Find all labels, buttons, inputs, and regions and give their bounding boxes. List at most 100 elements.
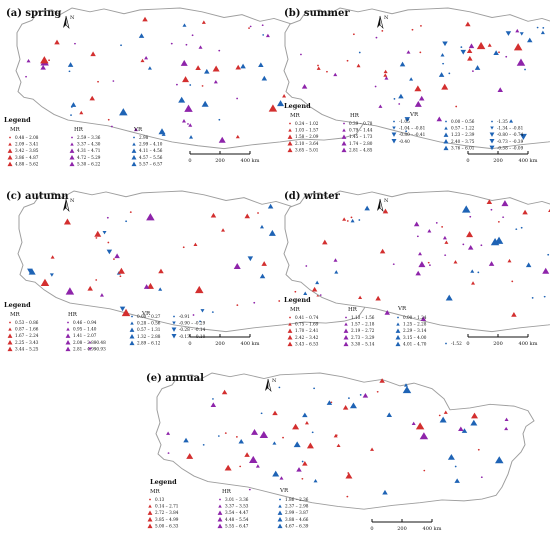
station-dot bbox=[235, 436, 238, 438]
scale-label: 200 bbox=[493, 158, 503, 164]
station-marker bbox=[414, 85, 422, 92]
station-dot bbox=[129, 211, 132, 213]
station-marker bbox=[515, 28, 520, 33]
station-marker bbox=[212, 65, 220, 72]
station-marker bbox=[476, 41, 486, 50]
legend-value: 1.25 – 2.28 bbox=[403, 322, 427, 327]
station-marker bbox=[440, 53, 445, 57]
legend-group-vr: VR bbox=[397, 306, 407, 312]
station-dot bbox=[167, 452, 170, 454]
station-marker bbox=[333, 258, 338, 262]
station-dot bbox=[313, 387, 316, 390]
station-dot bbox=[112, 80, 115, 82]
station-dot bbox=[411, 28, 414, 31]
legend-value: 0.57 – 1.22 bbox=[451, 126, 475, 131]
station-marker bbox=[87, 285, 93, 291]
station-marker bbox=[302, 461, 308, 466]
legend-symbol bbox=[491, 120, 493, 123]
station-marker bbox=[406, 50, 411, 54]
map-area bbox=[283, 7, 550, 150]
legend-group-mr: MR bbox=[10, 127, 21, 133]
station-dot bbox=[358, 219, 361, 221]
legend-value: 0.79 – 1.44 bbox=[349, 128, 373, 133]
north-arrow-icon bbox=[377, 15, 384, 29]
legend: Legend MR HR VR 0.41 – 0.74 0.75 – 1.691.70 –… bbox=[284, 296, 462, 346]
legend-symbol bbox=[65, 346, 71, 352]
legend-value: -0.28 – -0.14 bbox=[179, 327, 206, 332]
station-marker bbox=[293, 441, 301, 448]
station-dot bbox=[217, 435, 220, 437]
legend-value: 0.41 – 0.74 bbox=[295, 315, 319, 320]
station-dot bbox=[97, 80, 99, 83]
station-dot bbox=[472, 70, 474, 73]
station-dot bbox=[236, 304, 239, 307]
station-marker bbox=[133, 127, 138, 132]
station-marker bbox=[102, 230, 107, 235]
station-marker bbox=[195, 65, 201, 70]
legend-value: 2.09 – 3.41 bbox=[15, 142, 39, 147]
station-dot bbox=[201, 85, 204, 87]
legend-value: 3.88 – 4.66 bbox=[285, 517, 309, 522]
legend-value: 2.40 – 3.75 bbox=[451, 139, 475, 144]
station-marker bbox=[210, 402, 217, 407]
station-marker bbox=[336, 443, 341, 448]
legend-group-hr: HR bbox=[350, 113, 360, 119]
legend: Legend MR HR VR 0.24 – 1.02 1.03 – 1.571.58 –… bbox=[284, 102, 524, 152]
legend-symbol bbox=[287, 147, 293, 153]
station-dot bbox=[429, 264, 431, 266]
station-marker bbox=[147, 66, 152, 70]
station-marker bbox=[519, 133, 527, 140]
station-marker bbox=[54, 39, 60, 45]
station-dot bbox=[515, 228, 518, 231]
station-marker bbox=[158, 268, 164, 274]
legend-symbol bbox=[489, 145, 495, 151]
legend-symbol bbox=[277, 510, 283, 515]
station-marker bbox=[345, 472, 353, 479]
legend-symbol bbox=[341, 141, 347, 146]
legend-symbol bbox=[341, 134, 347, 139]
station-marker bbox=[311, 286, 318, 292]
station-marker bbox=[119, 108, 128, 116]
station-dot bbox=[420, 24, 422, 27]
station-symbols bbox=[305, 199, 550, 322]
legend-symbol bbox=[129, 340, 135, 346]
legend-symbol bbox=[7, 333, 13, 338]
station-dot bbox=[442, 62, 445, 65]
station-marker bbox=[213, 79, 218, 84]
north-arrow-icon bbox=[377, 198, 384, 212]
legend-symbol bbox=[7, 340, 13, 345]
station-marker bbox=[244, 213, 251, 219]
station-marker bbox=[504, 426, 509, 431]
legend-value: -1.34 – -0.81 bbox=[497, 126, 524, 131]
legend-group-vr: VR bbox=[133, 127, 143, 133]
station-dot bbox=[319, 294, 322, 296]
north-label: N bbox=[384, 198, 389, 204]
panel-5: N (e) annual 0 200 400 km Legend MR HR VR 0.13 0.1… bbox=[146, 372, 535, 532]
north-arrow-icon bbox=[63, 15, 70, 29]
station-marker bbox=[99, 293, 104, 297]
scale-label: 400 km bbox=[241, 158, 260, 164]
legend-symbol bbox=[395, 335, 401, 340]
legend-value: 4.31 – 4.71 bbox=[77, 148, 101, 153]
station-dot bbox=[346, 220, 349, 222]
station-marker bbox=[143, 284, 150, 289]
legend-symbol bbox=[88, 347, 92, 351]
legend-group-hr: HR bbox=[222, 489, 232, 495]
station-dot bbox=[462, 243, 465, 246]
station-marker bbox=[525, 262, 532, 268]
station-marker bbox=[444, 240, 449, 244]
station-marker bbox=[466, 48, 473, 54]
station-marker bbox=[460, 49, 467, 55]
legend-value: 0.13 bbox=[155, 497, 165, 502]
legend-group-vr: VR bbox=[409, 112, 419, 118]
station-marker bbox=[342, 405, 349, 410]
station-marker bbox=[182, 23, 187, 27]
station-dot bbox=[294, 290, 297, 293]
scale-bar: 0 200 400 km bbox=[466, 151, 538, 164]
legend-value: -0.38 – -0.09 bbox=[497, 145, 524, 150]
station-marker bbox=[272, 470, 280, 477]
station-marker bbox=[461, 205, 471, 213]
station-dot bbox=[505, 55, 508, 58]
station-marker bbox=[349, 402, 357, 409]
station-dot bbox=[68, 70, 71, 73]
